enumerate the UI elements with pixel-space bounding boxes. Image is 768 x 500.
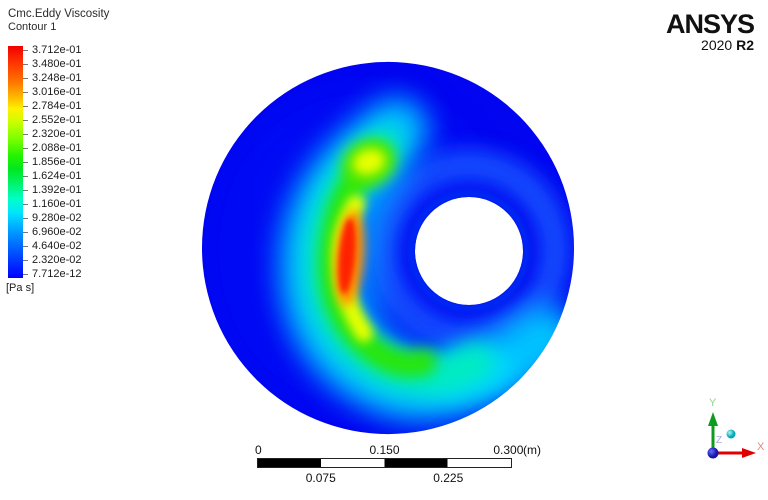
legend-tick: 1.856e-01 — [23, 156, 82, 168]
legend-tick: 1.392e-01 — [23, 184, 82, 196]
triad-z-dot-icon — [726, 429, 736, 439]
legend-title: Cmc.Eddy Viscosity — [8, 8, 110, 20]
triad-z-label: Z — [716, 435, 722, 446]
triad-x-arrowhead — [742, 448, 756, 458]
legend-colorbar — [8, 46, 23, 278]
scale-bar: 0 0.150 0.300 (m) 0.075 0.225 — [254, 443, 541, 487]
legend-tick: 2.552e-01 — [23, 114, 82, 126]
legend-tick: 2.784e-01 — [23, 100, 82, 112]
legend-tick: 3.712e-01 — [23, 44, 82, 56]
legend-tick: 6.960e-02 — [23, 226, 82, 238]
scale-unit: (m) — [523, 443, 541, 457]
scale-tick-0225: 0.225 — [433, 471, 464, 485]
scale-ruler-bar — [257, 458, 512, 468]
legend-tick-labels: 3.712e-01 3.480e-01 3.248e-01 3.016e-01 … — [23, 44, 82, 280]
triad-origin-dot-icon — [707, 447, 719, 459]
legend-tick: 2.088e-01 — [23, 142, 82, 154]
legend-tick: 2.320e-02 — [23, 254, 82, 266]
triad-x-label: X — [757, 441, 765, 453]
legend-tick: 4.640e-02 — [23, 240, 82, 252]
ansys-logo: ANSYS 2020 R2 — [665, 9, 755, 53]
legend-tick: 3.248e-01 — [23, 72, 82, 84]
legend-tick: 3.016e-01 — [23, 86, 82, 98]
legend-tick: 7.712e-12 — [23, 268, 82, 280]
logo-release-tag: R2 — [736, 37, 754, 53]
legend-tick: 2.320e-01 — [23, 128, 82, 140]
triad-y-label: Y — [709, 397, 717, 409]
ansys-logo-text: ANSYS — [665, 9, 755, 39]
legend-tick: 1.160e-01 — [23, 198, 82, 210]
legend-units: [Pa s] — [6, 282, 35, 294]
contour-field — [201, 61, 574, 435]
legend-tick: 3.480e-01 — [23, 58, 82, 70]
scale-tick-0075: 0.075 — [305, 471, 336, 485]
scale-tick-0150: 0.150 — [369, 443, 400, 457]
contour-legend: Cmc.Eddy Viscosity Contour 1 3.712e-01 3… — [6, 8, 138, 294]
triad-y-arrowhead — [708, 412, 718, 426]
logo-version: 2020 — [701, 37, 733, 53]
scale-tick-0: 0 — [254, 443, 262, 457]
orientation-triad: Z Y X — [707, 397, 765, 459]
legend-tick: 1.624e-01 — [23, 170, 82, 182]
ansys-logo-release: 2020 R2 — [666, 38, 754, 53]
scale-tick-0300: 0.300 — [493, 443, 524, 457]
legend-subtitle: Contour 1 — [8, 21, 57, 33]
legend-tick: 9.280e-02 — [23, 212, 82, 224]
